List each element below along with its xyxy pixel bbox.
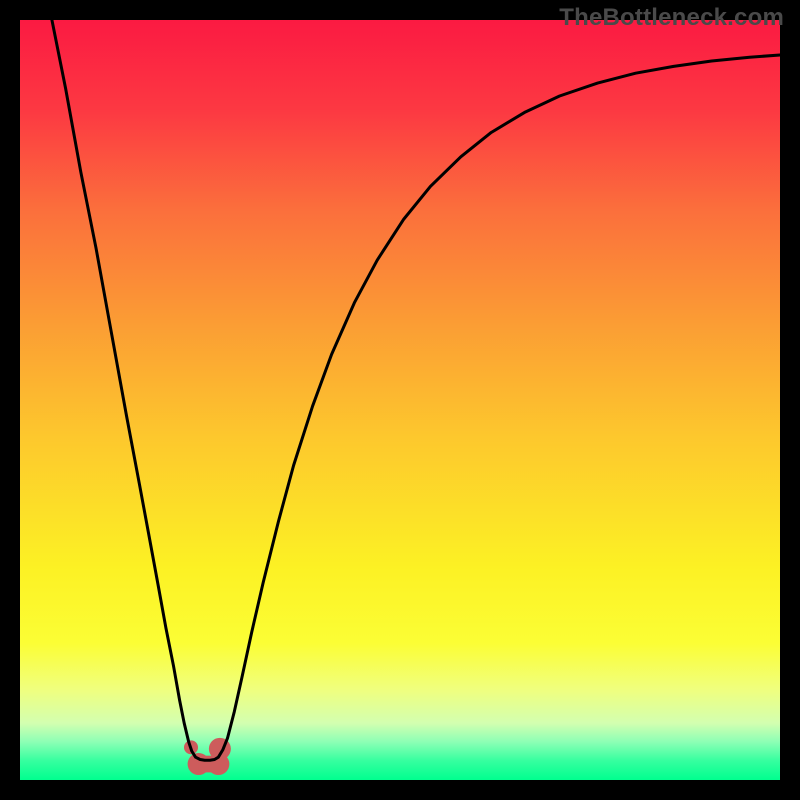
- plot-background: [20, 20, 780, 780]
- chart-container: TheBottleneck.com: [0, 0, 800, 800]
- bottleneck-curve-chart: [0, 0, 800, 800]
- watermark-text: TheBottleneck.com: [559, 4, 784, 32]
